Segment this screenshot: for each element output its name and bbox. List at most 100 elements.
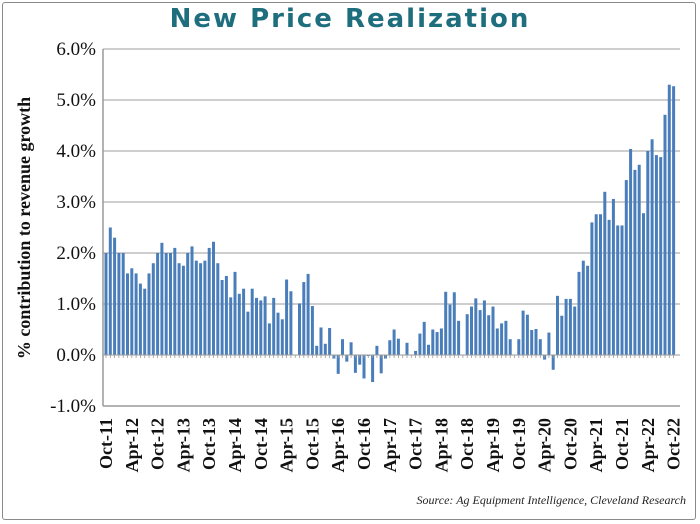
bar [138, 283, 142, 355]
bar [220, 280, 224, 355]
bar [534, 328, 538, 355]
bar [525, 314, 529, 355]
bar [444, 291, 448, 355]
bar [285, 279, 289, 355]
bar [470, 306, 473, 355]
bar [427, 344, 430, 355]
bar [586, 265, 590, 355]
bar [263, 296, 267, 355]
bar [345, 355, 349, 362]
bar [224, 275, 228, 355]
bar [556, 295, 559, 355]
y-tick-label: 1.0% [56, 294, 96, 315]
bar [500, 323, 504, 355]
bar [616, 225, 620, 355]
bar [599, 214, 602, 355]
bar [160, 242, 164, 355]
bar [349, 342, 353, 355]
bar [594, 214, 598, 355]
bar [147, 273, 151, 355]
bar [164, 253, 168, 355]
bar [392, 329, 396, 355]
bar [255, 297, 258, 355]
x-tick-label: Oct-20 [560, 418, 580, 470]
bar [315, 345, 319, 355]
bar [439, 328, 443, 355]
y-axis-label: % contribution to revenue growth [14, 97, 34, 359]
bar [560, 315, 564, 355]
bar [151, 263, 155, 355]
x-tick-label: Oct-11 [96, 418, 116, 469]
bar [482, 300, 486, 355]
bar [564, 298, 568, 355]
x-tick-label: Apr-16 [328, 418, 348, 472]
x-tick-label: Apr-17 [380, 418, 400, 472]
bar [177, 263, 181, 355]
bar [659, 157, 663, 355]
bar [310, 306, 314, 355]
bar [298, 303, 301, 355]
bar [504, 320, 508, 355]
x-tick-label: Oct-17 [406, 418, 426, 470]
bar [590, 222, 594, 355]
x-tick-label: Oct-19 [509, 418, 529, 470]
bar [126, 273, 129, 355]
bar [654, 155, 658, 355]
bar [547, 332, 551, 355]
bar [199, 263, 203, 355]
bar [581, 260, 585, 355]
bar [336, 355, 340, 374]
bar [577, 271, 581, 355]
bar [465, 314, 469, 355]
bar [353, 355, 357, 373]
bar [272, 297, 276, 355]
x-tick-label: Apr-15 [277, 418, 297, 472]
bar [121, 253, 125, 355]
bar [637, 164, 641, 355]
x-tick-label: Oct-22 [664, 418, 684, 470]
bar [405, 342, 409, 355]
bar [538, 339, 542, 355]
bar [530, 330, 534, 355]
x-tick-label: Apr-13 [173, 418, 193, 472]
bar [388, 340, 392, 355]
bar [280, 319, 284, 355]
bar [362, 355, 366, 379]
bar [478, 310, 482, 355]
bar [448, 304, 452, 355]
x-tick-label: Apr-12 [122, 418, 142, 472]
bar [169, 253, 172, 355]
bar [435, 332, 439, 355]
x-tick-label: Apr-19 [483, 418, 503, 472]
bar [422, 321, 426, 355]
bar [418, 333, 422, 355]
bar [194, 260, 198, 355]
bar [233, 271, 237, 355]
bar [229, 297, 233, 355]
bar [414, 350, 418, 355]
bar [568, 298, 572, 355]
bar [108, 227, 112, 355]
bar [250, 288, 254, 355]
bar [633, 169, 637, 355]
x-tick-label: Oct-16 [354, 418, 374, 470]
bar [134, 273, 138, 355]
y-tick-label: 2.0% [56, 243, 96, 264]
bar [104, 253, 108, 355]
bar [508, 339, 512, 355]
bar [672, 86, 676, 355]
chart-title: New Price Realization [169, 4, 531, 34]
x-tick-label: Oct-14 [251, 418, 271, 470]
x-tick-label: Apr-20 [535, 418, 555, 472]
bar [117, 253, 121, 355]
x-tick-label: Oct-21 [612, 418, 632, 470]
bar [629, 148, 633, 355]
bar [495, 328, 499, 355]
bar [521, 310, 525, 355]
x-tick-label: Oct-18 [457, 418, 477, 470]
y-tick-label: 0.0% [56, 345, 96, 366]
bar [216, 263, 220, 355]
